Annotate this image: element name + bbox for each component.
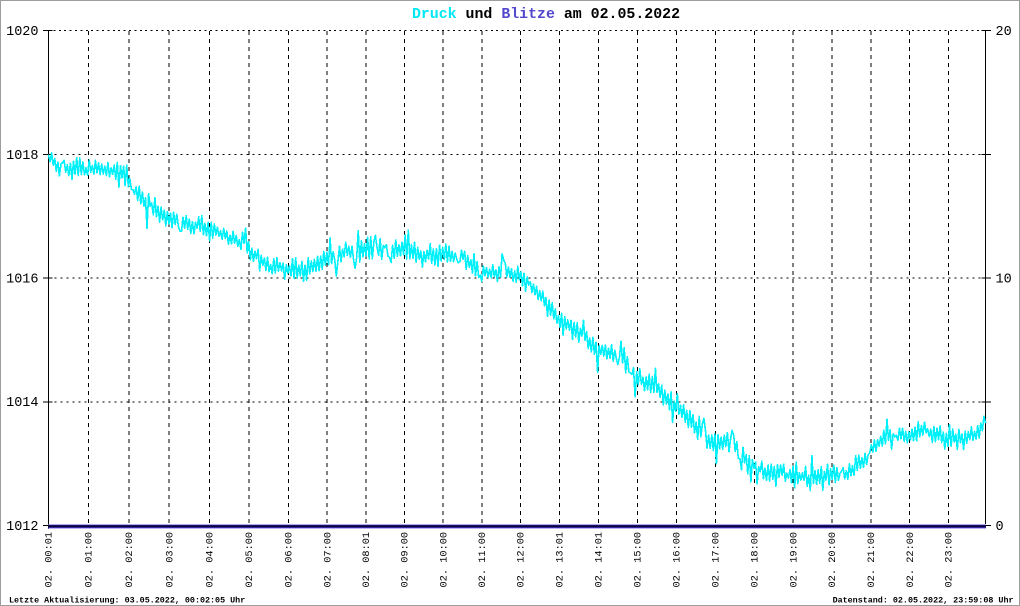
svg-text:1020: 1020 — [6, 25, 38, 40]
svg-text:Datenstand: 02.05.2022, 23:59:: Datenstand: 02.05.2022, 23:59:08 Uhr — [833, 596, 1014, 606]
svg-text:02. 18:00: 02. 18:00 — [750, 532, 762, 588]
svg-text:Druck und Blitze am 02.05.2022: Druck und Blitze am 02.05.2022 — [412, 7, 680, 23]
svg-text:02. 05:00: 02. 05:00 — [244, 532, 256, 588]
svg-text:02. 23:00: 02. 23:00 — [944, 532, 956, 588]
svg-text:20: 20 — [996, 25, 1012, 40]
svg-text:02. 15:00: 02. 15:00 — [633, 532, 645, 588]
svg-text:02. 03:00: 02. 03:00 — [164, 532, 176, 588]
svg-text:02. 06:00: 02. 06:00 — [284, 532, 296, 588]
svg-text:02. 14:01: 02. 14:01 — [594, 532, 606, 588]
svg-text:02. 07:00: 02. 07:00 — [322, 532, 334, 588]
svg-text:02. 09:00: 02. 09:00 — [400, 532, 412, 588]
svg-text:02. 20:00: 02. 20:00 — [827, 532, 839, 588]
svg-text:1016: 1016 — [6, 273, 38, 288]
svg-text:1014: 1014 — [6, 396, 38, 411]
svg-text:02. 13:01: 02. 13:01 — [555, 532, 567, 588]
svg-text:02. 00:01: 02. 00:01 — [44, 532, 56, 588]
svg-text:02. 22:00: 02. 22:00 — [905, 532, 917, 588]
svg-text:02. 16:00: 02. 16:00 — [672, 532, 684, 588]
svg-text:02. 17:00: 02. 17:00 — [711, 532, 723, 588]
svg-text:02. 04:00: 02. 04:00 — [205, 532, 217, 588]
svg-text:Letzte Aktualisierung: 03.05.2: Letzte Aktualisierung: 03.05.2022, 00:02… — [9, 596, 245, 606]
svg-text:02. 11:00: 02. 11:00 — [477, 532, 489, 588]
svg-text:1012: 1012 — [6, 520, 38, 535]
svg-text:02. 12:00: 02. 12:00 — [516, 532, 528, 588]
svg-text:02. 19:00: 02. 19:00 — [788, 532, 800, 588]
svg-text:02. 01:00: 02. 01:00 — [84, 532, 96, 588]
svg-text:0: 0 — [996, 520, 1004, 535]
svg-text:02. 10:00: 02. 10:00 — [438, 532, 450, 588]
svg-text:02. 21:00: 02. 21:00 — [866, 532, 878, 588]
svg-text:02. 02:00: 02. 02:00 — [124, 532, 136, 588]
svg-text:02. 08:01: 02. 08:01 — [361, 532, 373, 588]
svg-text:10: 10 — [996, 273, 1012, 288]
svg-text:1018: 1018 — [6, 149, 38, 164]
